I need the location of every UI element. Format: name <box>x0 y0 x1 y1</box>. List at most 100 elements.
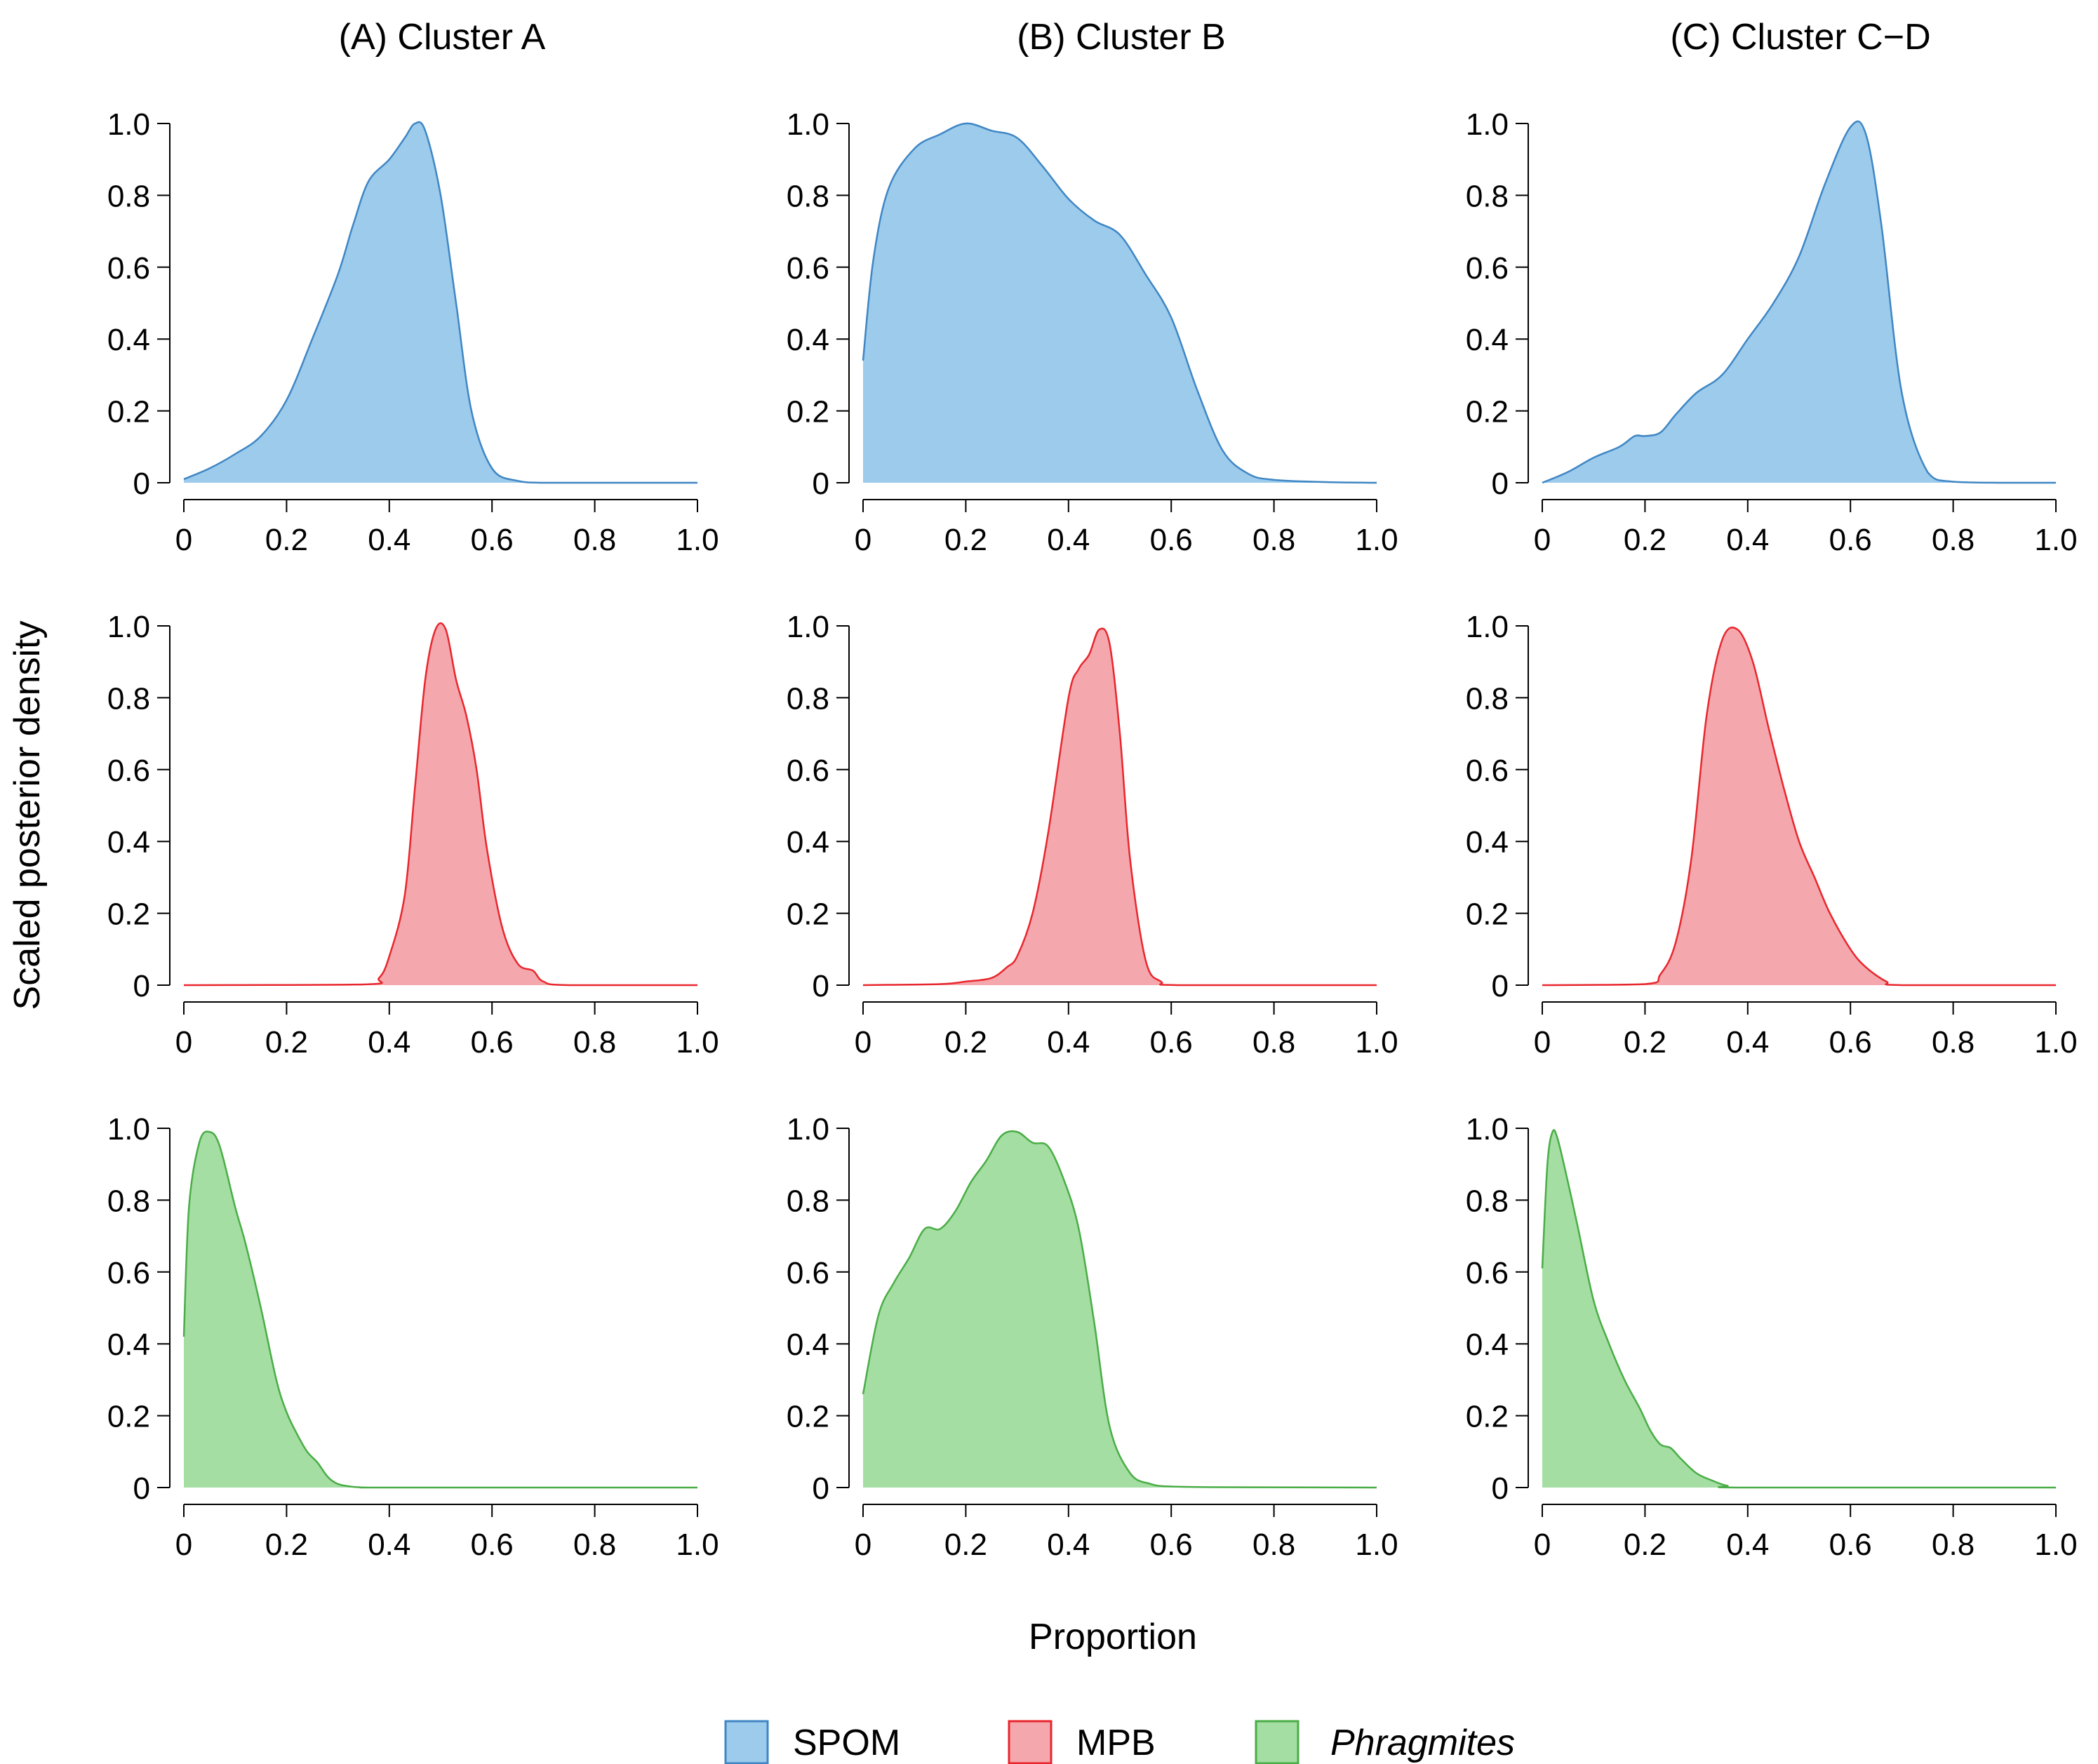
y-tick-label: 0.6 <box>107 754 150 788</box>
y-tick-label: 1.0 <box>787 107 829 142</box>
column-title-c: (C) Cluster C−D <box>1670 17 1930 58</box>
y-tick-label: 1.0 <box>1466 610 1509 644</box>
y-tick-label: 0.8 <box>1466 681 1509 716</box>
column-title-b: (B) Cluster B <box>1017 17 1226 58</box>
x-tick-label: 0.2 <box>265 1025 308 1060</box>
x-tick-label: 0.4 <box>1726 523 1769 557</box>
y-tick-label: 0.2 <box>107 395 150 429</box>
x-tick-label: 0 <box>1534 1528 1551 1562</box>
x-tick-label: 0.2 <box>944 1528 987 1562</box>
x-tick-label: 0.8 <box>1252 1528 1295 1562</box>
x-tick-label: 1.0 <box>2034 523 2077 557</box>
x-tick-label: 0.8 <box>573 523 616 557</box>
y-tick-label: 0.6 <box>787 1256 829 1290</box>
x-tick-label: 0.4 <box>1047 523 1090 557</box>
legend-label-spom: SPOM <box>793 1723 900 1763</box>
density-line <box>1541 1129 2056 1489</box>
legend-label-mpb: MPB <box>1076 1723 1156 1763</box>
x-tick-label: 1.0 <box>676 523 719 557</box>
x-tick-label: 1.0 <box>676 1025 719 1060</box>
x-tick-label: 0 <box>855 1528 871 1562</box>
y-tick-label: 0.4 <box>787 825 829 860</box>
x-tick-label: 0.4 <box>1726 1528 1769 1562</box>
x-tick-label: 1.0 <box>2034 1025 2077 1060</box>
y-tick-label: 0.6 <box>1466 1256 1509 1290</box>
panel-mpb-3: 0 0.2 0.4 0.6 0.8 1.0 0 0.2 0.4 0.6 0.8 1.0 <box>1466 610 2078 1060</box>
y-tick-label: 0.4 <box>787 1328 829 1362</box>
x-tick-label: 0 <box>175 1025 192 1060</box>
y-tick-label: 1.0 <box>1466 107 1509 142</box>
y-tick-label: 0 <box>813 467 829 501</box>
y-tick-label: 0.4 <box>1466 1328 1509 1362</box>
density-line <box>1542 120 2056 484</box>
x-tick-label: 1.0 <box>676 1528 719 1562</box>
x-tick-label: 1.0 <box>1355 523 1398 557</box>
x-tick-label: 0.2 <box>1624 523 1666 557</box>
panel-spom-2: 0 0.2 0.4 0.6 0.8 1.0 0 0.2 0.4 0.6 0.8 1.0 <box>787 107 1398 557</box>
x-tick-label: 0 <box>1534 1025 1551 1060</box>
density-line <box>862 627 1377 987</box>
y-tick-label: 0 <box>1492 467 1509 501</box>
y-tick-label: 1.0 <box>107 107 150 142</box>
x-axis-label: Proportion <box>1029 1617 1197 1657</box>
x-tick-label: 0 <box>855 1025 871 1060</box>
x-tick-label: 0.2 <box>265 523 308 557</box>
y-tick-label: 0.8 <box>1466 179 1509 213</box>
y-tick-label: 0.2 <box>787 897 829 932</box>
y-tick-label: 1.0 <box>787 1112 829 1147</box>
x-tick-label: 0.2 <box>944 523 987 557</box>
x-tick-label: 0.4 <box>368 1025 410 1060</box>
panel-mpb-2: 0 0.2 0.4 0.6 0.8 1.0 0 0.2 0.4 0.6 0.8 1.0 <box>787 610 1398 1060</box>
x-tick-label: 0.8 <box>573 1025 616 1060</box>
x-tick-label: 0.8 <box>1252 1025 1295 1060</box>
x-tick-label: 0.8 <box>1252 523 1295 557</box>
x-tick-label: 0.8 <box>1932 1528 1975 1562</box>
x-tick-label: 0.8 <box>573 1528 616 1562</box>
density-line <box>182 1130 697 1489</box>
x-tick-label: 0.4 <box>1047 1528 1090 1562</box>
legend-swatch-phragmites <box>1255 1720 1299 1764</box>
y-tick-label: 1.0 <box>107 610 150 644</box>
x-tick-label: 0.8 <box>1932 1025 1975 1060</box>
y-tick-label: 0.2 <box>787 395 829 429</box>
y-tick-label: 0.4 <box>107 1328 150 1362</box>
x-tick-label: 0 <box>175 1528 192 1562</box>
x-tick-label: 0.8 <box>1932 523 1975 557</box>
y-tick-label: 0 <box>1492 969 1509 1003</box>
y-tick-label: 0.8 <box>107 179 150 213</box>
x-tick-label: 0.6 <box>471 1528 514 1562</box>
x-tick-label: 0.6 <box>471 523 514 557</box>
y-tick-label: 0.6 <box>1466 251 1509 286</box>
y-tick-label: 0.4 <box>1466 825 1509 860</box>
x-tick-label: 0.4 <box>368 1528 410 1562</box>
y-tick-label: 0.4 <box>1466 323 1509 357</box>
x-tick-label: 0.2 <box>1624 1025 1666 1060</box>
x-tick-label: 0.2 <box>265 1528 308 1562</box>
y-tick-label: 0.8 <box>107 681 150 716</box>
density-area <box>184 623 697 985</box>
panel-spom-3: 0 0.2 0.4 0.6 0.8 1.0 0 0.2 0.4 0.6 0.8 1.0 <box>1466 107 2078 557</box>
y-tick-label: 0 <box>813 969 829 1003</box>
panel-phragmites-2: 0 0.2 0.4 0.6 0.8 1.0 0 0.2 0.4 0.6 0.8 1.0 <box>787 1112 1398 1562</box>
y-tick-label: 0.2 <box>1466 897 1509 932</box>
x-tick-label: 0.4 <box>1047 1025 1090 1060</box>
column-title-a: (A) Cluster A <box>339 17 546 58</box>
x-tick-label: 1.0 <box>2034 1528 2077 1562</box>
x-tick-label: 0.6 <box>1829 1025 1872 1060</box>
panel-spom-1: 0 0.2 0.4 0.6 0.8 1.0 0 0.2 0.4 0.6 0.8 1.0 <box>107 107 719 557</box>
y-tick-label: 0.4 <box>107 323 150 357</box>
x-tick-label: 0.4 <box>368 523 410 557</box>
density-area <box>184 1131 697 1488</box>
x-tick-label: 0 <box>1534 523 1551 557</box>
x-tick-label: 0.2 <box>1624 1528 1666 1562</box>
x-tick-label: 0.4 <box>1726 1025 1769 1060</box>
density-area <box>1542 121 2056 483</box>
y-tick-label: 0 <box>813 1471 829 1506</box>
y-tick-label: 1.0 <box>787 610 829 644</box>
y-tick-label: 0.2 <box>1466 1400 1509 1434</box>
x-tick-label: 0.6 <box>1150 1528 1193 1562</box>
density-line <box>183 121 697 484</box>
y-tick-label: 0.2 <box>107 897 150 932</box>
y-tick-label: 0.8 <box>787 681 829 716</box>
